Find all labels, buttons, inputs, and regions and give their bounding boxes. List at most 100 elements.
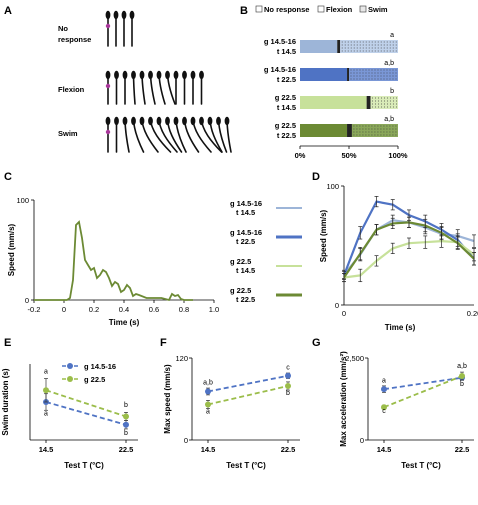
bar-flexion-1: [347, 68, 349, 81]
panelG-point-1-1: [459, 373, 465, 380]
bar-swim-dot: [362, 50, 364, 52]
bar-swim-dot: [359, 47, 361, 49]
bar-swim-dot: [390, 106, 392, 108]
bar-swim-dot: [365, 78, 367, 80]
panelF-sig-3: b: [286, 390, 290, 397]
panelG-series-1: [383, 375, 463, 409]
c-xtick-label-2: 0.2: [89, 305, 99, 314]
bar-swim-dot: [371, 125, 373, 127]
larva-nores-2-head: [121, 10, 127, 20]
panelE-sig-1: a: [44, 411, 48, 418]
bar-swim-dot: [392, 125, 394, 127]
larva-flex-8-head: [173, 70, 179, 80]
bar-swim-dot: [362, 75, 364, 77]
bar-swim-dot: [395, 131, 397, 133]
bar-swim-dot: [383, 72, 385, 74]
bar-swim-0: [340, 40, 398, 53]
bar-swim-dot: [344, 41, 346, 43]
bar-swim-dot: [392, 75, 394, 77]
bar-category-line1-3: g 22.5: [275, 121, 296, 130]
bar-swim-dot: [386, 72, 388, 74]
bar-swim-dot: [396, 100, 398, 102]
bar-swim-dot: [359, 72, 361, 74]
bar-swim-dot: [377, 131, 379, 133]
bar-swim-dot: [374, 131, 376, 133]
bar-swim-dot: [372, 106, 374, 108]
c-xtick-label-6: 1.0: [209, 305, 219, 314]
bar-swim-dot: [356, 69, 358, 71]
d-ytick-label-1: 100: [326, 182, 339, 191]
bar-swim-dot: [377, 41, 379, 43]
bar-flexion-0: [337, 40, 341, 53]
row-label-swim: Swim: [58, 129, 78, 138]
bar-swim-dot: [341, 44, 343, 46]
d-xlabel: Time (s): [385, 323, 416, 332]
bar-swim-dot: [381, 103, 383, 105]
larva-swim-14-head: [224, 116, 230, 126]
bar-swim-dot: [386, 78, 388, 80]
bar-swim-dot: [383, 44, 385, 46]
bar-swim-dot: [392, 47, 394, 49]
stim-dot-2: [105, 83, 111, 89]
panelF-ytick-label-1: 120: [175, 354, 188, 363]
panelF-point-0-0: [205, 388, 211, 395]
bar-swim-dot: [380, 125, 382, 127]
panelF-xlabel: Test T (°C): [226, 461, 266, 470]
bar-swim-dot: [353, 72, 355, 74]
bar-swim-dot: [371, 41, 373, 43]
bar-swim-dot: [359, 69, 361, 71]
bar-swim-dot: [341, 41, 343, 43]
midlegend-line2-1: t 22.5: [236, 237, 255, 246]
bar-swim-dot: [371, 131, 373, 133]
larva-flex-6-head: [156, 70, 162, 80]
bar-swim-dot: [383, 50, 385, 52]
bar-swim-dot: [365, 75, 367, 77]
midlegend-line1-0: g 14.5-16: [230, 199, 262, 208]
bar-swim-dot: [395, 41, 397, 43]
bar-swim-dot: [389, 69, 391, 71]
larva-swim-8-head: [173, 116, 179, 126]
bar-swim-dot: [350, 72, 352, 74]
panel-d-line: 0 100 0 0.20 Time (s) Speed (mm/s): [319, 182, 478, 332]
bar-swim-dot: [396, 106, 398, 108]
e-legend-dot-0: [67, 363, 73, 369]
bar-swim-dot: [365, 41, 367, 43]
bar-swim-dot: [371, 134, 373, 136]
bar-swim-dot: [395, 75, 397, 77]
bar-noresponse-3: [300, 124, 348, 137]
bar-swim-dot: [387, 106, 389, 108]
bar-swim-dot: [380, 50, 382, 52]
bar-swim-dot: [380, 128, 382, 130]
bar-swim-dot: [374, 50, 376, 52]
bar-swim-dot: [374, 75, 376, 77]
panel-label-e: E: [4, 337, 11, 349]
larva-flex-7-head: [165, 70, 170, 80]
panelE-sig-3: b: [124, 430, 128, 437]
bar-swim-dot: [344, 47, 346, 49]
legend-label-2: Swim: [368, 5, 388, 14]
bar-swim-dot: [383, 78, 385, 80]
bar-swim-dot: [362, 47, 364, 49]
panelG-xtick-label-0: 14.5: [377, 445, 392, 454]
bar-swim-dot: [353, 47, 355, 49]
bar-swim-dot: [353, 78, 355, 80]
panelG-xlabel: Test T (°C): [401, 461, 441, 470]
bar-swim-dot: [389, 134, 391, 136]
bar-swim-dot: [353, 125, 355, 127]
bar-swim-dot: [353, 75, 355, 77]
b-xtick-label-2: 100%: [388, 151, 408, 160]
bar-swim-dot: [356, 75, 358, 77]
c-xtick-label-4: 0.6: [149, 305, 159, 314]
bar-category-line2-1: t 22.5: [277, 75, 296, 84]
panel-label-a: A: [4, 5, 12, 17]
bar-swim-dot: [377, 72, 379, 74]
bar-category-line1-2: g 22.5: [275, 93, 296, 102]
midlegend-line1-1: g 14.5-16: [230, 228, 262, 237]
bar-swim-dot: [395, 50, 397, 52]
larva-nores-1-head: [113, 10, 119, 20]
bar-swim-dot: [356, 78, 358, 80]
bar-swim-dot: [359, 125, 361, 127]
panelE-series-1: [45, 389, 127, 418]
c-xtick-label-5: 0.8: [179, 305, 189, 314]
